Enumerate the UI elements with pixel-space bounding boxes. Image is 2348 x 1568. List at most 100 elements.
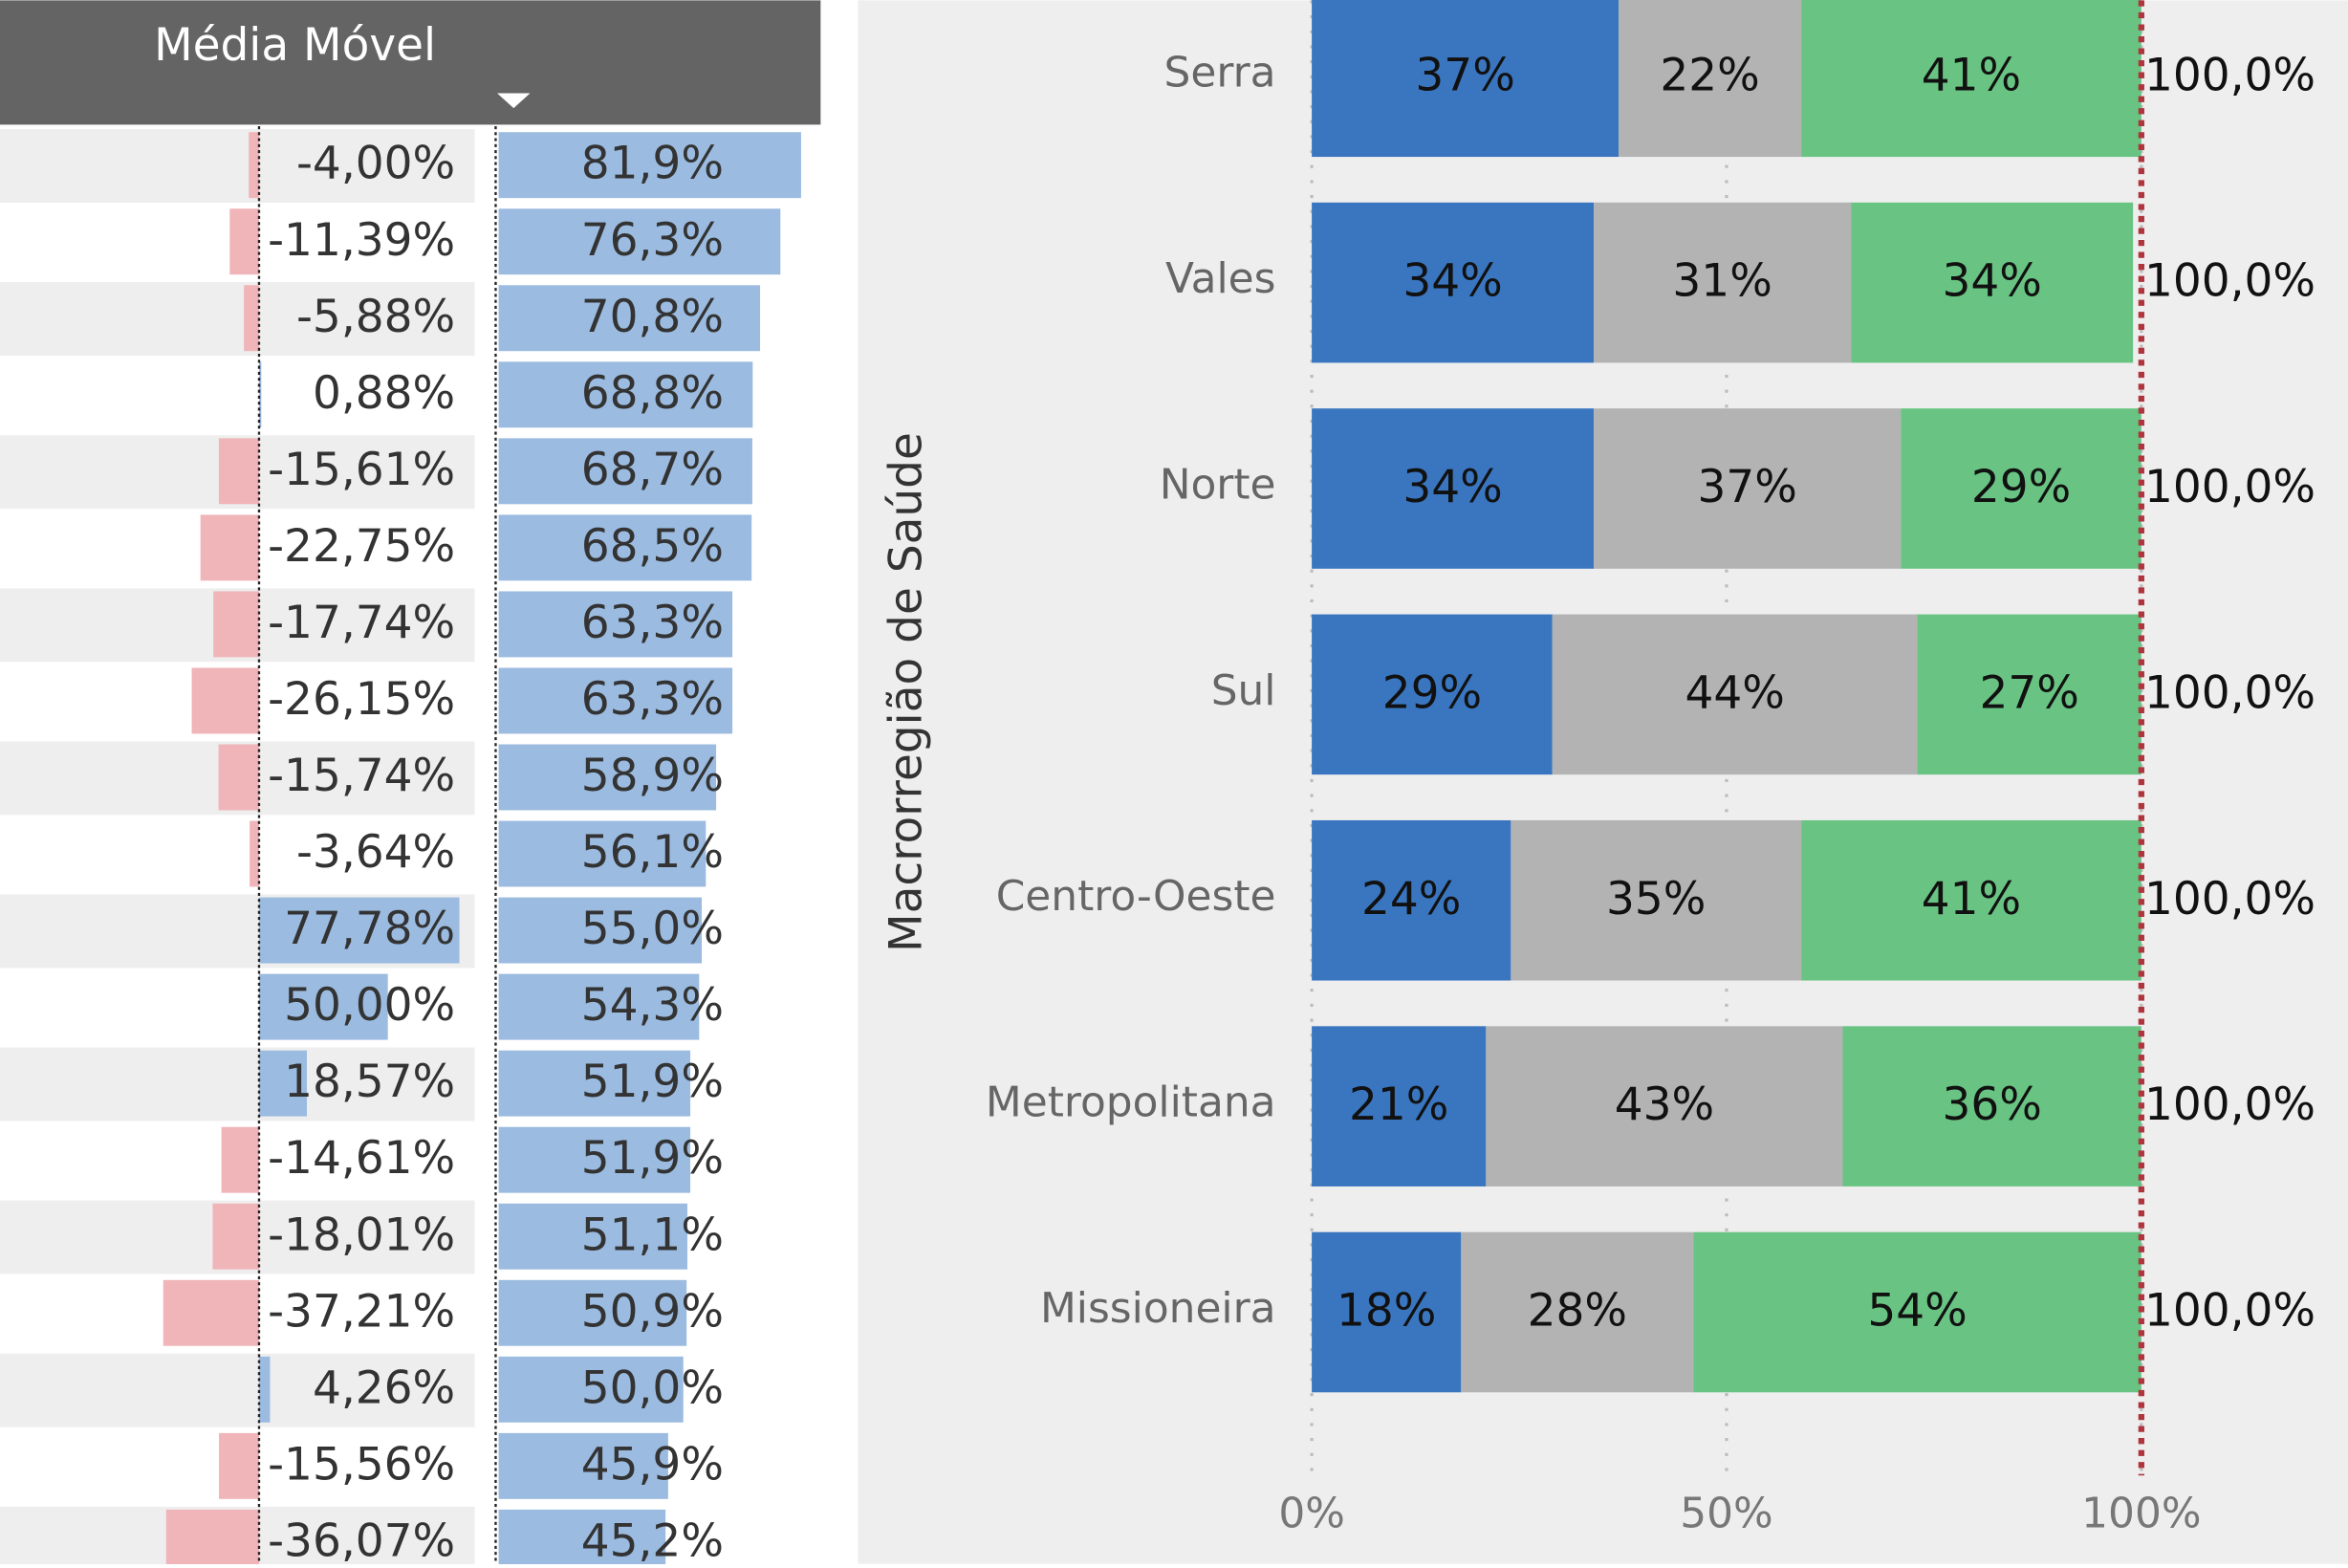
- total-label: 100,0%: [2144, 1285, 2315, 1338]
- segment-label: 41%: [1922, 49, 2021, 101]
- bar-segment: [1851, 202, 2134, 363]
- bar-segment: [1312, 614, 1553, 775]
- bar-segment: [1312, 1026, 1487, 1187]
- cell-value: -5,88%: [296, 291, 455, 343]
- category-label: Missioneira: [1040, 1284, 1276, 1333]
- bar-segment: [1594, 202, 1852, 363]
- data-bar: [498, 591, 733, 658]
- data-bar: [498, 897, 703, 964]
- data-bar: [249, 132, 259, 199]
- bar-segment: [1312, 0, 1620, 158]
- row-band: [0, 282, 475, 357]
- data-bar: [498, 820, 707, 887]
- total-label: 100,0%: [2144, 666, 2315, 719]
- segment-label: 18%: [1337, 1285, 1436, 1338]
- data-bar: [498, 667, 733, 734]
- cell-value: -3,64%: [296, 826, 455, 879]
- data-bar: [258, 897, 460, 964]
- data-bar: [258, 1356, 271, 1423]
- cell-value: -4,00%: [296, 138, 455, 190]
- cell-value: -18,01%: [268, 1209, 455, 1261]
- cell-value: 68,5%: [581, 520, 724, 573]
- segment-label: 21%: [1349, 1078, 1448, 1131]
- data-bar: [229, 208, 259, 275]
- data-bar: [498, 1126, 691, 1193]
- data-bar: [498, 285, 761, 352]
- bar-segment: [1312, 819, 1511, 981]
- segment-label: 34%: [1942, 255, 2041, 308]
- header-title: Média Móvel: [154, 19, 436, 72]
- data-bar: [498, 973, 700, 1040]
- data-bar: [212, 1203, 259, 1270]
- segment-label: 44%: [1685, 666, 1784, 719]
- segment-label: 31%: [1672, 255, 1772, 308]
- cell-value: 68,7%: [581, 444, 724, 496]
- data-bar: [200, 514, 259, 581]
- total-label: 100,0%: [2144, 49, 2315, 101]
- cell-value: 0,88%: [313, 367, 455, 420]
- segment-label: 34%: [1402, 461, 1502, 513]
- data-bar: [213, 591, 259, 658]
- cell-value: -14,61%: [268, 1132, 455, 1185]
- total-label: 100,0%: [2144, 255, 2315, 308]
- segment-label: 37%: [1697, 461, 1796, 513]
- data-bar: [498, 1509, 666, 1568]
- category-label: Serra: [1164, 49, 1276, 98]
- table-header: [0, 0, 821, 125]
- data-bar: [498, 438, 752, 505]
- cell-value: 45,9%: [581, 1438, 724, 1491]
- cell-value: 51,9%: [581, 1132, 724, 1185]
- data-bar: [219, 1432, 259, 1499]
- data-bar: [250, 820, 259, 887]
- data-bar: [498, 744, 717, 811]
- data-bar: [498, 514, 752, 581]
- cell-value: 51,9%: [581, 1056, 724, 1108]
- segment-label: 24%: [1361, 873, 1461, 926]
- data-bar: [498, 132, 801, 199]
- category-label: Vales: [1165, 254, 1275, 303]
- cell-value: 50,9%: [581, 1285, 724, 1338]
- cell-value: 4,26%: [313, 1361, 455, 1414]
- row-band: [0, 1047, 475, 1122]
- category-label: Sul: [1211, 666, 1276, 715]
- bar-segment: [1619, 0, 1802, 158]
- data-bar: [498, 1356, 684, 1423]
- cell-value: 54,3%: [581, 979, 724, 1032]
- cell-value: -22,75%: [268, 520, 455, 573]
- bar-segment: [1461, 1231, 1694, 1393]
- cell-value: -37,21%: [268, 1285, 455, 1338]
- sort-icon[interactable]: [497, 93, 531, 109]
- bar-segment: [1801, 0, 2141, 158]
- segment-label: 29%: [1971, 461, 2071, 513]
- bar-segment: [1901, 408, 2141, 569]
- x-tick-label: 0%: [1278, 1490, 1345, 1538]
- cell-value: 68,8%: [581, 367, 724, 420]
- data-bar: [191, 667, 259, 734]
- cell-value: -36,07%: [268, 1514, 455, 1564]
- data-bar: [498, 361, 753, 428]
- bar-segment: [1312, 1231, 1462, 1393]
- data-bar: [498, 1279, 687, 1346]
- segment-label: 37%: [1415, 49, 1514, 101]
- x-tick-label: 100%: [2081, 1490, 2201, 1538]
- total-label: 100,0%: [2144, 461, 2315, 513]
- total-label: 100,0%: [2144, 873, 2315, 926]
- row-band: [0, 1353, 475, 1427]
- cell-value: -11,39%: [268, 214, 455, 267]
- cell-value: 51,1%: [581, 1209, 724, 1261]
- segment-label: 27%: [1979, 666, 2078, 719]
- data-bar: [258, 361, 262, 428]
- category-label: Centro-Oeste: [996, 872, 1276, 921]
- segment-label: 41%: [1922, 873, 2021, 926]
- data-bar: [218, 438, 259, 505]
- data-bar: [163, 1279, 259, 1346]
- cell-value: 55,0%: [581, 903, 724, 955]
- cell-value: 76,3%: [581, 214, 724, 267]
- cell-value: -15,56%: [268, 1438, 455, 1491]
- row-band: [0, 129, 475, 203]
- segment-label: 22%: [1660, 49, 1759, 101]
- category-label: Norte: [1160, 460, 1276, 509]
- data-bar: [244, 285, 259, 352]
- bar-segment: [1917, 614, 2141, 775]
- bar-segment: [1486, 1026, 1843, 1187]
